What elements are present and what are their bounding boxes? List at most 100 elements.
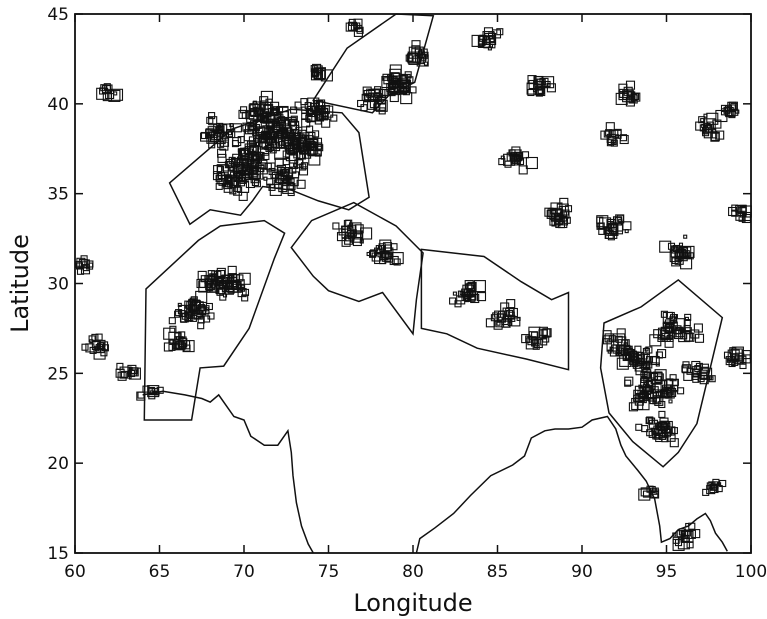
- event-marker: [521, 151, 530, 159]
- event-marker: [266, 178, 274, 186]
- event-marker: [645, 361, 650, 366]
- event-marker: [671, 256, 679, 265]
- event-marker: [691, 372, 699, 380]
- event-marker: [680, 535, 688, 543]
- event-marker: [227, 286, 235, 294]
- event-marker: [540, 338, 548, 346]
- event-marker: [314, 149, 322, 157]
- event-marker: [262, 152, 270, 161]
- event-marker: [675, 249, 685, 259]
- event-marker: [607, 349, 612, 354]
- event-marker: [664, 326, 672, 334]
- event-marker: [283, 177, 291, 185]
- event-marker: [719, 479, 727, 488]
- event-marker: [101, 85, 112, 95]
- event-marker: [208, 116, 218, 126]
- event-marker: [275, 121, 280, 126]
- event-marker: [496, 28, 504, 36]
- event-marker: [655, 351, 663, 359]
- event-marker: [305, 108, 314, 116]
- event-marker: [205, 284, 213, 292]
- x-tick-label: 95: [656, 562, 678, 582]
- event-marker: [377, 253, 382, 258]
- event-marker: [699, 375, 709, 385]
- event-marker: [128, 366, 133, 372]
- event-marker: [500, 302, 510, 312]
- event-marker: [253, 180, 261, 188]
- event-marker: [257, 113, 265, 121]
- event-marker: [354, 224, 364, 234]
- event-marker: [677, 537, 690, 550]
- event-marker: [473, 280, 486, 293]
- x-tick-label: 65: [149, 562, 171, 582]
- event-marker: [296, 150, 307, 160]
- y-tick-label: 35: [47, 185, 69, 205]
- event-marker: [89, 346, 97, 354]
- event-marker: [606, 139, 614, 147]
- event-marker: [391, 72, 401, 82]
- event-marker: [174, 332, 182, 340]
- event-marker: [686, 541, 694, 549]
- event-marker: [208, 112, 216, 120]
- event-marker: [393, 258, 401, 266]
- x-tick-labels: 60 65 70 75 80 85 90 95 100: [64, 562, 767, 582]
- event-marker: [210, 279, 215, 284]
- event-marker: [288, 119, 296, 127]
- x-tick-label: 60: [64, 562, 86, 582]
- event-marker: [306, 112, 316, 122]
- event-marker: [658, 432, 667, 440]
- event-marker: [229, 171, 235, 176]
- event-marker: [677, 387, 685, 395]
- x-axis-label: Longitude: [353, 589, 472, 617]
- event-marker: [252, 101, 262, 111]
- event-marker: [625, 97, 635, 107]
- event-marker: [312, 130, 320, 138]
- event-marker: [484, 32, 497, 46]
- event-marker: [298, 166, 309, 176]
- event-marker: [218, 178, 226, 186]
- event-marker: [271, 120, 281, 131]
- coastline-segment: [415, 415, 728, 554]
- event-marker: [538, 326, 548, 336]
- event-marker: [240, 147, 250, 157]
- event-marker: [644, 347, 649, 352]
- event-marker: [241, 163, 254, 176]
- event-marker: [543, 80, 551, 89]
- event-marker: [348, 224, 353, 229]
- event-marker: [247, 124, 257, 134]
- event-marker: [602, 335, 613, 345]
- event-marker: [270, 101, 280, 111]
- event-marker: [615, 335, 623, 343]
- event-marker: [511, 317, 521, 327]
- event-marker: [604, 333, 614, 343]
- event-marker: [211, 278, 219, 286]
- event-marker: [638, 384, 643, 389]
- event-marker: [80, 265, 91, 275]
- event-marker: [282, 137, 292, 147]
- event-marker: [377, 245, 383, 250]
- event-marker: [175, 336, 181, 341]
- event-marker: [284, 131, 294, 141]
- event-marker: [95, 333, 103, 341]
- event-marker: [525, 337, 538, 350]
- event-marker: [710, 131, 720, 141]
- y-tick-label: 25: [47, 364, 69, 384]
- event-marker: [723, 351, 732, 359]
- event-marker: [301, 118, 311, 128]
- event-marker: [349, 222, 354, 227]
- y-tick-labels: 15 20 25 30 35 40 45: [47, 5, 69, 564]
- event-marker: [233, 164, 246, 177]
- source-zone-outline: [290, 201, 424, 336]
- event-marker: [384, 251, 392, 259]
- event-marker: [503, 153, 516, 166]
- event-marker: [409, 86, 417, 94]
- event-marker: [668, 399, 673, 404]
- event-marker: [641, 425, 649, 433]
- event-marker: [669, 374, 677, 382]
- event-marker: [148, 388, 156, 396]
- event-marker: [347, 21, 358, 31]
- event-marker: [206, 116, 214, 124]
- event-marker: [222, 123, 232, 133]
- event-marker: [702, 488, 710, 496]
- event-marker: [658, 400, 666, 409]
